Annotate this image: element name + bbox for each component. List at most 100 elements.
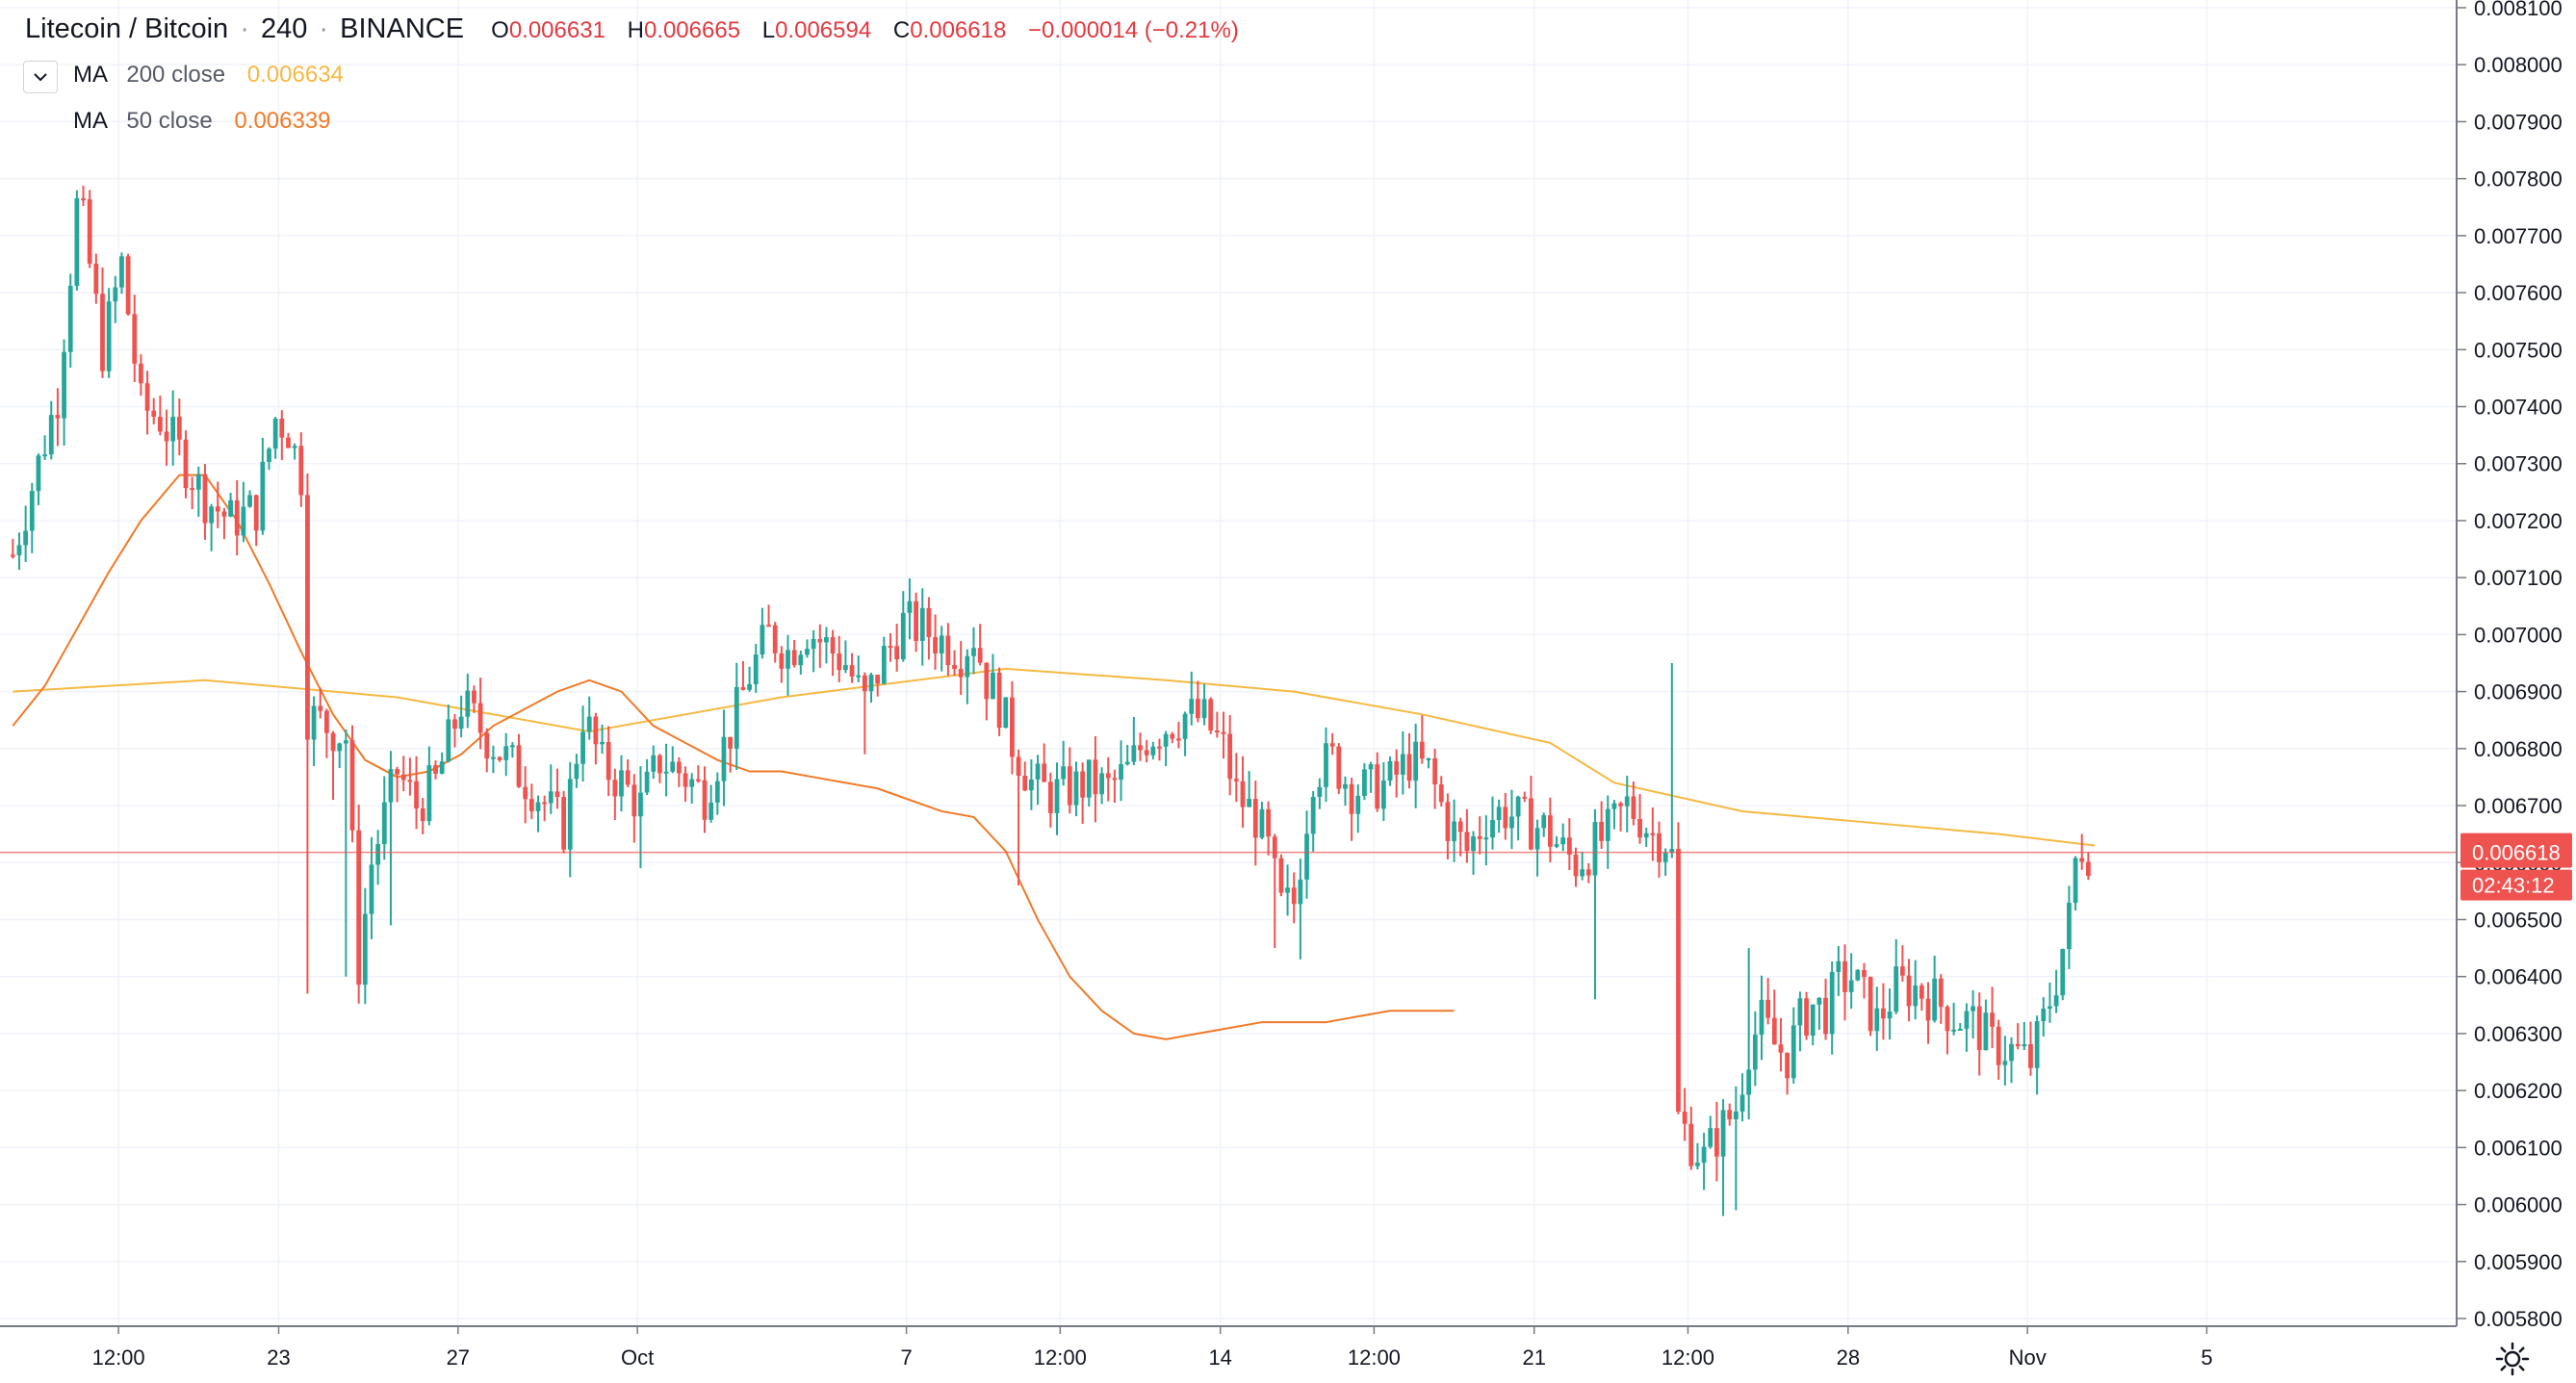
candle [2048, 982, 2052, 1023]
candle [1438, 776, 1444, 807]
candle-body [548, 791, 554, 804]
candle [1457, 817, 1463, 857]
gear-icon [2495, 1342, 2530, 1376]
candle-body [452, 719, 457, 730]
candle-body [1823, 997, 1828, 1035]
candle-body [400, 774, 406, 781]
candle [209, 503, 215, 551]
candle [1138, 732, 1143, 761]
candle [1765, 978, 1771, 1025]
candle [984, 662, 990, 721]
chart-settings-button[interactable] [2493, 1340, 2532, 1378]
legend-collapse-button[interactable] [23, 61, 58, 93]
candle-body [286, 437, 291, 448]
candle-body [1214, 730, 1220, 732]
candle [1298, 858, 1303, 960]
candle-body [48, 415, 54, 455]
candle-body [516, 745, 522, 787]
candle-body [561, 797, 567, 850]
candle-body [381, 802, 387, 845]
candle [958, 641, 964, 696]
price-tick-label: 0.006200 [2474, 1079, 2563, 1103]
candle [298, 432, 304, 507]
candle-body [811, 639, 816, 650]
candle-body [503, 746, 509, 760]
candle [1394, 749, 1400, 798]
candle [1259, 802, 1265, 840]
candle-body [106, 301, 112, 371]
candle-body [87, 199, 92, 264]
candle [971, 627, 976, 675]
candle [1233, 753, 1239, 803]
candle [375, 830, 381, 885]
candle-body [119, 256, 124, 288]
candle-body [714, 781, 720, 803]
candle [48, 400, 54, 460]
candle [1829, 961, 1835, 1055]
candle [683, 766, 688, 803]
candle [1727, 1103, 1733, 1126]
candle-body [914, 601, 919, 641]
candle-body [279, 418, 285, 438]
candle [856, 655, 862, 682]
candle-body [523, 786, 528, 800]
candle-body [862, 675, 867, 692]
candle-body [497, 756, 502, 760]
candle-body [305, 495, 310, 740]
candle-body [1355, 795, 1361, 814]
candle-body [1566, 837, 1572, 856]
candle-body [1490, 820, 1495, 838]
candle-body [1534, 828, 1540, 850]
candle-body [958, 669, 964, 678]
candle-body [676, 761, 682, 774]
candle-body [1010, 697, 1015, 757]
candle-body [1829, 971, 1835, 1035]
time-tick-label: Nov [2009, 1345, 2047, 1370]
price-tick-label: 0.006700 [2474, 794, 2563, 818]
candle [1086, 759, 1092, 807]
candle-body [362, 913, 368, 986]
candle-body [1400, 754, 1405, 775]
candle [1848, 953, 1854, 1010]
candle [1893, 938, 1899, 1014]
candle-body [971, 648, 976, 656]
candle [1759, 975, 1765, 1061]
candle [2009, 1037, 2014, 1084]
candle [1010, 680, 1015, 775]
candle [740, 660, 746, 691]
candle [81, 185, 86, 207]
candle [1310, 790, 1316, 852]
price-tick-label: 0.006900 [2474, 680, 2563, 704]
candle-body [272, 418, 278, 449]
candle-body [253, 495, 259, 531]
candle-body [1714, 1128, 1719, 1157]
candle-body [2009, 1043, 2014, 1062]
candle [1170, 731, 1175, 744]
candle-body [933, 636, 938, 653]
candle [1855, 968, 1861, 982]
candle-body [952, 665, 957, 670]
candle-body [894, 646, 900, 660]
candle-body [1855, 969, 1861, 981]
candle-body [472, 690, 477, 704]
candle-body [1515, 796, 1521, 817]
candle-body [221, 511, 227, 517]
candle [2041, 997, 2047, 1037]
candle [523, 766, 528, 824]
candle-body [23, 530, 29, 546]
price-tick-label: 0.007200 [2474, 509, 2563, 533]
candle-body [638, 792, 643, 817]
candle [580, 705, 585, 782]
candle-body [1541, 815, 1547, 829]
candle-body [132, 314, 138, 364]
candle [817, 624, 823, 668]
time-tick-label: 12:00 [92, 1345, 145, 1370]
candle [1022, 761, 1028, 792]
candle-body [574, 763, 580, 780]
candle-body [1913, 985, 1919, 1007]
candle [1291, 872, 1297, 924]
candle [1804, 991, 1809, 1040]
candle [1419, 715, 1425, 764]
candle-body [1951, 1029, 1957, 1032]
